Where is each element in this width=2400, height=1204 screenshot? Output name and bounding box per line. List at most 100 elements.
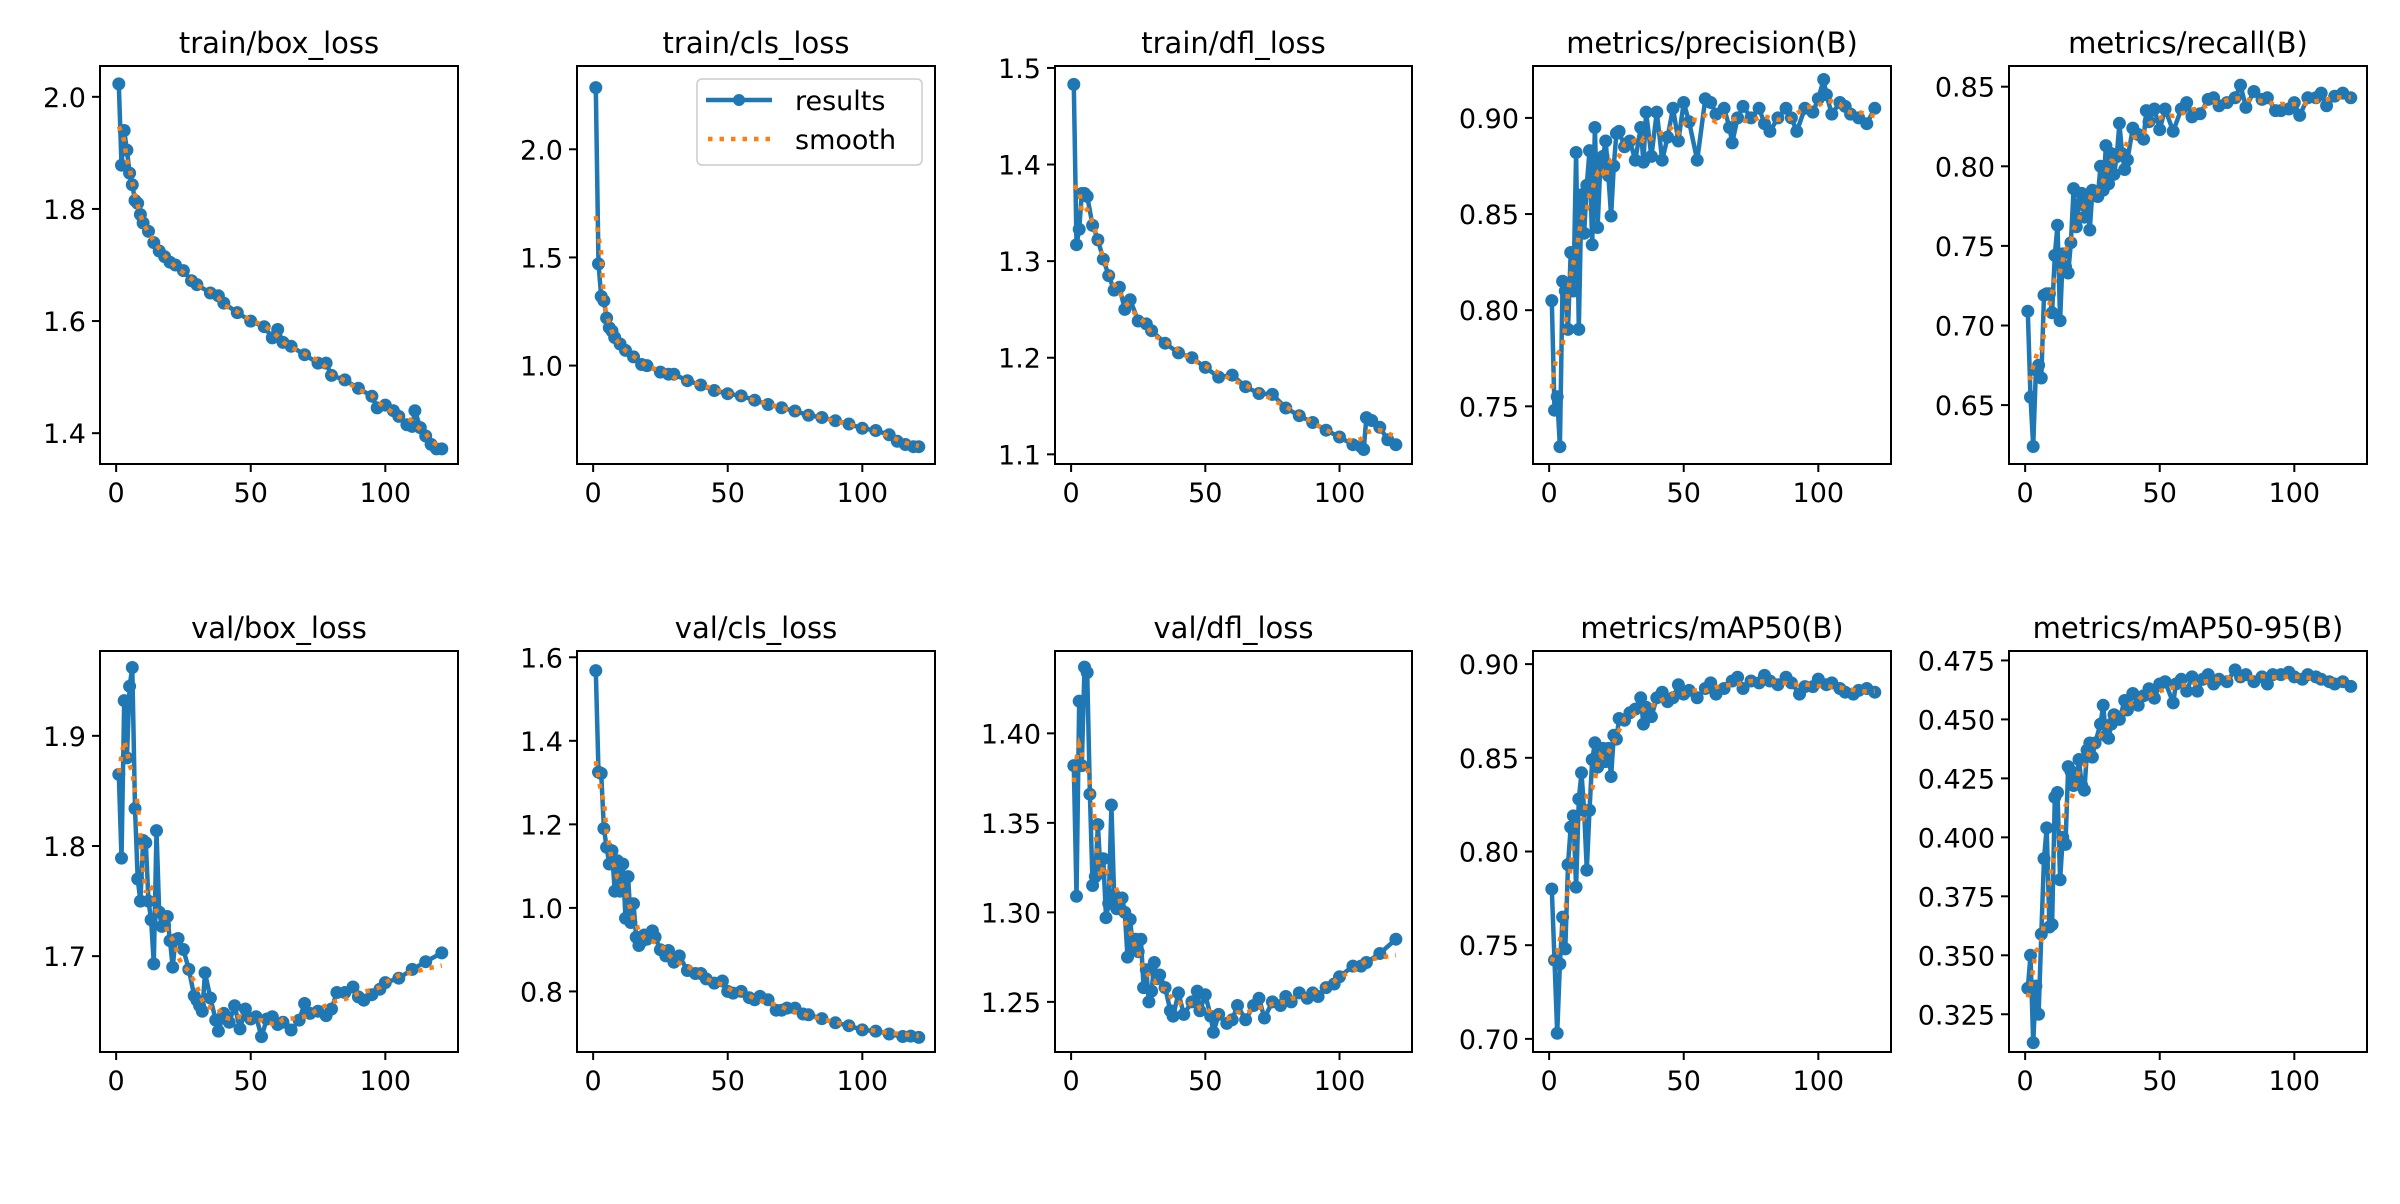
results-point bbox=[1655, 153, 1669, 167]
results-point bbox=[1736, 99, 1750, 113]
results-point bbox=[1704, 96, 1718, 109]
results-point bbox=[1212, 370, 1226, 384]
results-point bbox=[2026, 440, 2040, 453]
results-point bbox=[1166, 1009, 1180, 1023]
results-point bbox=[1731, 670, 1745, 684]
results-point bbox=[2024, 390, 2037, 404]
results-point bbox=[1583, 144, 1596, 158]
results-point bbox=[1763, 124, 1777, 138]
results-point bbox=[621, 870, 635, 884]
results-point bbox=[166, 960, 180, 974]
legend: results smooth bbox=[696, 78, 923, 166]
y-tick-label: 0.80 bbox=[1459, 296, 1519, 327]
y-tick-label: 1.3 bbox=[998, 247, 1041, 278]
x-tick-label: 100 bbox=[837, 1066, 889, 1097]
results-point bbox=[2061, 266, 2075, 280]
results-point bbox=[1566, 284, 1580, 298]
x-tick-label: 0 bbox=[108, 478, 125, 509]
results-point bbox=[1252, 991, 1266, 1005]
results-point bbox=[2045, 306, 2059, 320]
results-point bbox=[2239, 100, 2253, 114]
series-results bbox=[1545, 668, 1882, 1040]
subplot-title: val/box_loss bbox=[191, 611, 367, 645]
results-point bbox=[1553, 440, 1567, 454]
x-tick-label: 50 bbox=[2143, 1066, 2177, 1097]
results-point bbox=[2051, 218, 2064, 232]
y-tick-label: 1.9 bbox=[43, 722, 86, 753]
results-point bbox=[1153, 968, 1167, 982]
results-point bbox=[1644, 149, 1658, 163]
results-point bbox=[2201, 668, 2215, 682]
results-point bbox=[1596, 149, 1610, 163]
results-point bbox=[2051, 786, 2064, 799]
results-point bbox=[2344, 679, 2358, 693]
results-point bbox=[1817, 73, 1831, 86]
results-point bbox=[2064, 236, 2078, 250]
results-point bbox=[1550, 1026, 1564, 1040]
results-point bbox=[1142, 995, 1156, 1009]
results-point bbox=[1389, 438, 1403, 452]
results-point bbox=[2096, 698, 2110, 712]
results-point bbox=[1639, 105, 1653, 119]
results-point bbox=[2040, 821, 2054, 835]
results-point bbox=[1860, 117, 1874, 131]
results-point bbox=[1548, 403, 1561, 417]
results-point bbox=[2320, 99, 2334, 113]
results-point bbox=[1550, 390, 1564, 404]
results-point bbox=[869, 1024, 883, 1038]
results-point bbox=[748, 393, 762, 407]
y-tick-label: 0.70 bbox=[1459, 1025, 1519, 1056]
y-tick-label: 1.7 bbox=[43, 942, 86, 973]
results-point bbox=[2185, 670, 2199, 684]
x-tick-label: 50 bbox=[711, 478, 745, 509]
results-point bbox=[589, 81, 603, 95]
results-point bbox=[1717, 101, 1731, 115]
results-point bbox=[1623, 134, 1637, 148]
y-tick-label: 1.30 bbox=[981, 898, 1041, 929]
results-point bbox=[1575, 766, 1588, 780]
results-point bbox=[1634, 121, 1648, 134]
x-tick-label: 50 bbox=[1667, 478, 1701, 509]
y-tick-label: 2.0 bbox=[43, 83, 86, 114]
results-point bbox=[2314, 86, 2328, 100]
results-point bbox=[1569, 146, 1583, 159]
results-point bbox=[1147, 956, 1161, 969]
results-point bbox=[271, 323, 285, 336]
results-point bbox=[802, 1008, 815, 1022]
results-point bbox=[203, 991, 217, 1005]
results-point bbox=[211, 1024, 225, 1038]
results-point bbox=[346, 980, 360, 994]
x-tick-label: 100 bbox=[360, 478, 412, 509]
smooth-line bbox=[593, 215, 920, 449]
results-point bbox=[1572, 792, 1586, 806]
results-point bbox=[2059, 837, 2072, 851]
results-point bbox=[2180, 684, 2194, 698]
results-point bbox=[1569, 880, 1583, 894]
y-tick-label: 0.75 bbox=[1459, 931, 1519, 962]
results-point bbox=[419, 955, 433, 969]
subplot-title: metrics/precision(B) bbox=[1566, 26, 1858, 60]
results-point bbox=[2102, 731, 2116, 745]
x-tick-label: 100 bbox=[2269, 478, 2321, 509]
subplot-title: train/cls_loss bbox=[663, 26, 850, 60]
results-point bbox=[2234, 78, 2247, 92]
results-point bbox=[1070, 238, 1083, 252]
results-point bbox=[131, 872, 145, 886]
results-point bbox=[2107, 167, 2121, 181]
results-point bbox=[1628, 702, 1642, 716]
subplot-train-box-loss: train/box_loss 0 50 100 1.4 1.6 1.8 2.0 bbox=[43, 26, 459, 509]
y-tick-label: 0.85 bbox=[1935, 73, 1995, 104]
results-point bbox=[1690, 153, 1704, 167]
smooth-line bbox=[2027, 94, 2351, 381]
results-point bbox=[592, 257, 605, 271]
results-point bbox=[112, 767, 126, 781]
y-tick-label: 0.400 bbox=[1918, 823, 1995, 854]
results-point bbox=[2053, 873, 2067, 887]
results-point bbox=[2131, 698, 2145, 712]
legend-smooth-label: smooth bbox=[795, 125, 896, 156]
results-point bbox=[2147, 102, 2161, 116]
results-point bbox=[1644, 710, 1658, 724]
subplot-metrics-precision-b: metrics/precision(B) 0 50 100 0.75 0.80 0.85 0.… bbox=[1459, 26, 1892, 509]
results-point bbox=[2174, 672, 2188, 686]
results-point bbox=[198, 966, 212, 980]
